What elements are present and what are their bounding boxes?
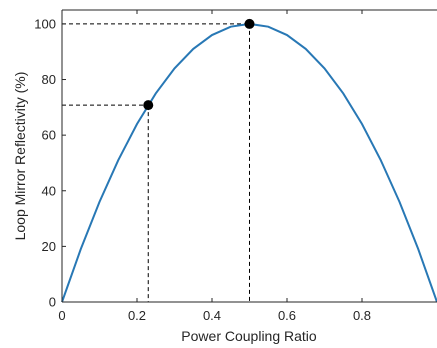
highlight-points <box>143 18 255 111</box>
x-ticks: 0 0.2 0.4 0.6 0.8 <box>58 10 371 323</box>
plot-area <box>62 10 437 302</box>
x-tick-label: 0.8 <box>353 308 371 323</box>
x-tick-label: 0.4 <box>203 308 221 323</box>
highlight-point-0 <box>143 100 154 111</box>
y-tick-label: 40 <box>42 183 56 198</box>
x-tick-label: 0 <box>58 308 65 323</box>
y-axis-label: Loop Mirror Reflectivity (%) <box>12 72 28 241</box>
x-tick-label: 0.2 <box>128 308 146 323</box>
y-tick-label: 80 <box>42 72 56 87</box>
y-ticks: 0 20 40 60 80 100 <box>34 16 66 310</box>
y-tick-label: 100 <box>34 16 56 31</box>
guide-lines <box>62 23 250 302</box>
y-tick-label: 60 <box>42 128 56 143</box>
y-tick-label: 0 <box>49 295 56 310</box>
y-tick-label: 20 <box>42 239 56 254</box>
x-tick-label: 0.6 <box>278 308 296 323</box>
x-axis-label: Power Coupling Ratio <box>181 328 317 344</box>
highlight-point-1 <box>244 18 255 29</box>
